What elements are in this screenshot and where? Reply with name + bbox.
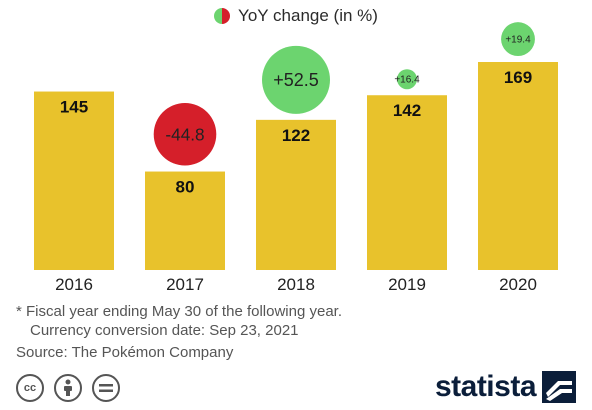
footnote-currency: Currency conversion date: Sep 23, 2021	[30, 322, 299, 339]
category-label: 2017	[166, 275, 204, 294]
bar	[34, 91, 114, 271]
yoy-bubble-label: +19.4	[505, 35, 531, 46]
legend: YoY change (in %)	[0, 4, 592, 28]
bar-chart: 145 2016 80 2017 -44.8 122 2018 +52.5 142 2019 +16…	[34, 22, 558, 294]
bar	[256, 119, 336, 270]
bar	[478, 62, 558, 270]
brand-name: statista	[434, 370, 537, 403]
yoy-bubble	[501, 22, 535, 57]
bar	[367, 95, 447, 270]
source-note: Source: The Pokémon Company	[16, 344, 234, 361]
legend-swatch-icon	[214, 8, 231, 24]
by-icon[interactable]	[54, 374, 82, 402]
yoy-bubble-label: -44.8	[165, 124, 204, 144]
footnote: * Fiscal year ending May 30 of the follo…	[16, 303, 343, 320]
category-label: 2019	[388, 275, 426, 294]
bar-value-label: 169	[504, 68, 532, 87]
bar-value-label: 145	[60, 98, 88, 117]
yoy-bubble-label: +52.5	[273, 70, 319, 90]
cc-icon[interactable]: cc	[16, 374, 44, 402]
category-label: 2020	[499, 275, 537, 294]
yoy-bubble-label: +16.4	[394, 75, 420, 86]
yoy-bubble	[397, 69, 417, 90]
category-label: 2016	[55, 275, 93, 294]
yoy-bubble	[262, 45, 330, 114]
yoy-bubble	[153, 102, 217, 166]
category-label: 2018	[277, 275, 315, 294]
legend-label: YoY change (in %)	[238, 6, 378, 25]
bar-value-label: 80	[176, 178, 195, 197]
brand-logo[interactable]: statista	[435, 370, 576, 404]
bar-value-label: 122	[282, 126, 310, 145]
bar	[145, 171, 225, 270]
license-icons: cc	[16, 374, 120, 402]
person-icon	[64, 379, 72, 396]
nd-icon[interactable]	[92, 374, 120, 402]
bar-value-label: 142	[393, 101, 421, 120]
brand-mark-icon	[542, 371, 576, 403]
equals-icon	[99, 384, 113, 392]
